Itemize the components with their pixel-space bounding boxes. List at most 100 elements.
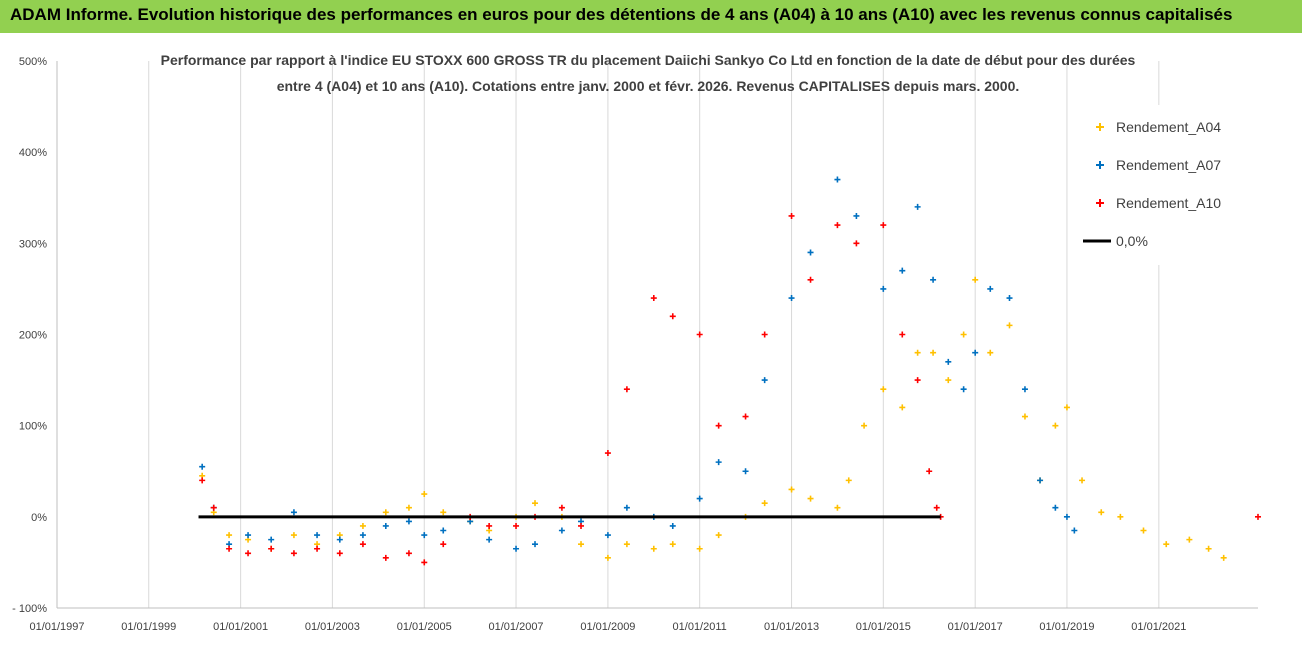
data-point bbox=[987, 285, 994, 292]
data-point bbox=[382, 554, 389, 561]
data-point bbox=[788, 486, 795, 493]
x-tick-label: 01/01/2009 bbox=[580, 621, 635, 633]
data-point bbox=[987, 349, 994, 356]
data-point bbox=[845, 477, 852, 484]
data-point bbox=[405, 504, 412, 511]
data-point bbox=[1117, 513, 1124, 520]
data-point bbox=[199, 477, 206, 484]
series-rendement-a04 bbox=[199, 276, 1227, 561]
data-point bbox=[960, 331, 967, 338]
data-point bbox=[558, 527, 565, 534]
y-tick-label: 400% bbox=[19, 147, 47, 159]
data-point bbox=[933, 504, 940, 511]
data-point bbox=[532, 541, 539, 548]
data-point bbox=[359, 532, 366, 539]
data-point bbox=[834, 176, 841, 183]
legend-swatch-marker bbox=[1096, 123, 1104, 131]
chart-subtitle-line-1: Performance par rapport à l'indice EU ST… bbox=[161, 52, 1136, 68]
data-point bbox=[761, 377, 768, 384]
x-tick-label: 01/01/2001 bbox=[213, 621, 268, 633]
data-point bbox=[853, 240, 860, 247]
data-point bbox=[532, 500, 539, 507]
data-point bbox=[945, 377, 952, 384]
data-point bbox=[1255, 513, 1261, 520]
data-point bbox=[604, 450, 611, 457]
data-point bbox=[1079, 477, 1086, 484]
data-point bbox=[972, 276, 979, 283]
legend-swatch-marker bbox=[1096, 199, 1104, 207]
data-point bbox=[1163, 541, 1170, 548]
data-point bbox=[314, 545, 321, 552]
data-point bbox=[421, 532, 428, 539]
data-point bbox=[669, 541, 676, 548]
data-point bbox=[623, 386, 630, 393]
chart-legend: Rendement_A04 Rendement_A07 Rendement_A10 0… bbox=[1075, 105, 1255, 265]
report-banner bbox=[0, 0, 1302, 33]
data-point bbox=[788, 212, 795, 219]
data-point bbox=[226, 545, 233, 552]
data-point bbox=[715, 459, 722, 466]
data-point bbox=[1220, 554, 1227, 561]
data-point bbox=[1052, 504, 1059, 511]
data-point bbox=[930, 276, 937, 283]
data-point bbox=[834, 504, 841, 511]
legend-label: Rendement_A07 bbox=[1116, 157, 1221, 173]
x-tick-label: 01/01/2005 bbox=[397, 621, 452, 633]
legend-label: Rendement_A04 bbox=[1116, 119, 1221, 135]
data-point bbox=[1063, 513, 1070, 520]
data-point bbox=[972, 349, 979, 356]
y-tick-label: 500% bbox=[19, 56, 47, 68]
data-point bbox=[1071, 527, 1078, 534]
data-point bbox=[914, 203, 921, 210]
data-point bbox=[1006, 322, 1013, 329]
data-point bbox=[696, 331, 703, 338]
data-point bbox=[210, 504, 217, 511]
x-tick-label: 01/01/2011 bbox=[673, 621, 727, 633]
data-point bbox=[623, 504, 630, 511]
x-tick-label: 01/01/2019 bbox=[1039, 621, 1094, 633]
data-point bbox=[1098, 509, 1105, 516]
data-point bbox=[1006, 295, 1013, 302]
data-point bbox=[761, 500, 768, 507]
data-point bbox=[1140, 527, 1147, 534]
data-point bbox=[880, 386, 887, 393]
data-point bbox=[604, 532, 611, 539]
data-point bbox=[604, 554, 611, 561]
x-tick-label: 01/01/2021 bbox=[1131, 621, 1186, 633]
data-point bbox=[880, 285, 887, 292]
data-point bbox=[1063, 404, 1070, 411]
data-point bbox=[853, 212, 860, 219]
legend-label: 0,0% bbox=[1116, 233, 1148, 249]
data-point bbox=[268, 536, 275, 543]
data-point bbox=[650, 295, 657, 302]
data-point bbox=[405, 550, 412, 557]
data-point bbox=[715, 532, 722, 539]
data-point bbox=[945, 358, 952, 365]
x-tick-label: 01/01/2003 bbox=[305, 621, 360, 633]
data-point bbox=[761, 331, 768, 338]
data-point bbox=[650, 545, 657, 552]
data-point bbox=[382, 522, 389, 529]
data-point bbox=[715, 422, 722, 429]
data-point bbox=[623, 541, 630, 548]
data-point bbox=[880, 222, 887, 229]
x-tick-label: 01/01/1999 bbox=[121, 621, 176, 633]
data-point bbox=[290, 550, 297, 557]
data-point bbox=[742, 413, 749, 420]
y-tick-label: 100% bbox=[19, 421, 47, 433]
data-point bbox=[336, 550, 343, 557]
data-point bbox=[226, 532, 233, 539]
legend-label: Rendement_A10 bbox=[1116, 195, 1221, 211]
data-point bbox=[930, 349, 937, 356]
data-point bbox=[1052, 422, 1059, 429]
data-point bbox=[899, 404, 906, 411]
x-tick-label: 01/01/1997 bbox=[29, 621, 84, 633]
data-point bbox=[788, 295, 795, 302]
data-point bbox=[696, 545, 703, 552]
data-point bbox=[1205, 545, 1212, 552]
data-point bbox=[486, 536, 493, 543]
data-point bbox=[578, 541, 585, 548]
data-point bbox=[578, 522, 585, 529]
data-point bbox=[382, 509, 389, 516]
